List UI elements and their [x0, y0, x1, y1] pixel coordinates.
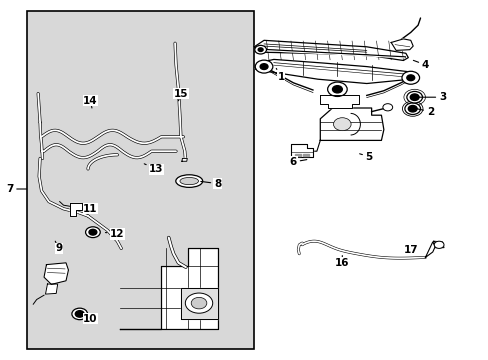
Polygon shape	[182, 158, 187, 161]
Ellipse shape	[180, 177, 198, 185]
Polygon shape	[320, 108, 383, 140]
Circle shape	[409, 94, 418, 100]
Text: 13: 13	[144, 164, 163, 174]
Circle shape	[433, 241, 443, 248]
Circle shape	[254, 45, 266, 54]
Polygon shape	[433, 241, 443, 248]
Circle shape	[404, 103, 420, 114]
Polygon shape	[290, 144, 312, 157]
Circle shape	[260, 64, 267, 69]
Polygon shape	[254, 40, 407, 60]
Text: 17: 17	[403, 245, 417, 255]
Circle shape	[89, 229, 97, 235]
Text: 12: 12	[105, 229, 124, 239]
Polygon shape	[302, 154, 308, 156]
Circle shape	[382, 104, 392, 111]
Text: 7: 7	[6, 184, 26, 194]
Text: 5: 5	[359, 152, 372, 162]
Polygon shape	[320, 95, 359, 108]
Text: 16: 16	[334, 256, 349, 268]
Polygon shape	[70, 203, 82, 216]
Circle shape	[85, 227, 100, 238]
Circle shape	[401, 71, 419, 84]
Circle shape	[407, 105, 416, 112]
Polygon shape	[44, 263, 68, 284]
Text: 14: 14	[83, 96, 98, 108]
Polygon shape	[425, 242, 434, 257]
Text: 6: 6	[289, 157, 306, 167]
Polygon shape	[255, 59, 412, 84]
Text: 10: 10	[83, 314, 98, 324]
Circle shape	[332, 86, 342, 93]
Circle shape	[191, 297, 206, 309]
Circle shape	[333, 118, 350, 131]
Circle shape	[258, 48, 263, 51]
Circle shape	[75, 311, 84, 317]
Polygon shape	[295, 154, 301, 156]
Circle shape	[255, 60, 272, 73]
Polygon shape	[390, 39, 412, 50]
Polygon shape	[45, 284, 58, 294]
Circle shape	[72, 308, 87, 320]
Bar	[27, 11, 254, 349]
Text: 8: 8	[201, 179, 221, 189]
Text: 11: 11	[82, 203, 98, 214]
Text: 9: 9	[55, 241, 62, 253]
Ellipse shape	[176, 175, 203, 188]
Text: 15: 15	[173, 89, 188, 101]
Text: 4: 4	[412, 60, 428, 70]
Circle shape	[185, 293, 212, 313]
Polygon shape	[181, 288, 217, 319]
Text: 2: 2	[415, 107, 433, 117]
Circle shape	[406, 75, 414, 81]
Text: 3: 3	[417, 92, 445, 102]
Circle shape	[406, 91, 422, 103]
Text: 1: 1	[276, 68, 284, 82]
Polygon shape	[120, 248, 217, 329]
Circle shape	[327, 82, 346, 96]
